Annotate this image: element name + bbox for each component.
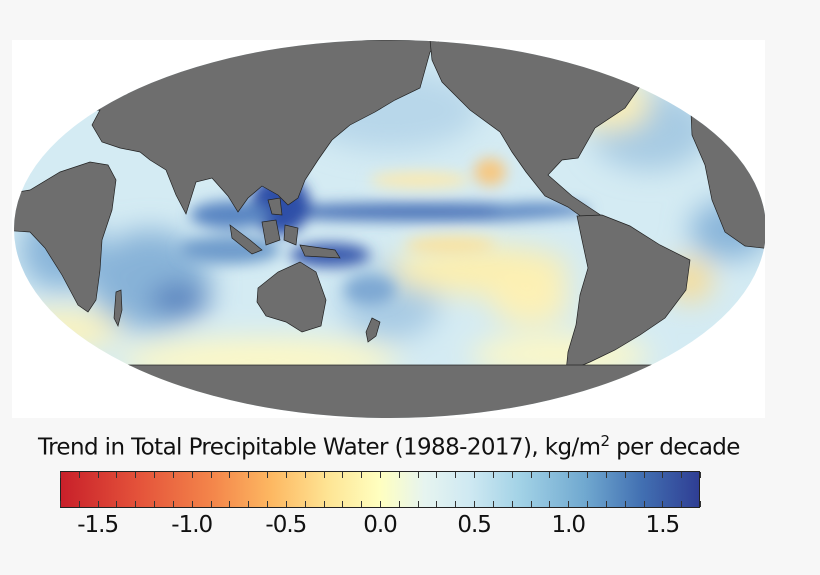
colorbar-minor-tick (681, 472, 683, 478)
title-text: Trend in Total Precipitable Water (1988-… (38, 434, 601, 461)
colorbar-minor-tick (191, 472, 193, 478)
colorbar-tick-label: 1.5 (645, 512, 681, 538)
colorbar-minor-tick (154, 472, 156, 478)
colorbar-tick-label: 0.0 (363, 512, 398, 538)
colorbar-minor-tick (361, 501, 363, 507)
colorbar-minor-tick (172, 501, 174, 507)
colorbar-minor-tick (60, 472, 61, 478)
colorbar-minor-tick (97, 472, 99, 478)
colorbar-minor-tick (116, 501, 118, 507)
colorbar-minor-tick (530, 472, 532, 478)
colorbar-minor-tick (342, 501, 344, 507)
colorbar-minor-tick (587, 501, 589, 507)
colorbar-minor-tick (436, 472, 438, 478)
colorbar-minor-tick (229, 472, 231, 478)
world-map (14, 40, 765, 418)
new-zealand (365, 317, 381, 343)
antarctica (14, 364, 765, 418)
colorbar-minor-tick (78, 501, 80, 507)
colorbar-minor-tick (248, 501, 250, 507)
colorbar-minor-tick (398, 472, 400, 478)
colorbar-minor-tick (587, 472, 589, 478)
colorbar-minor-tick (154, 501, 156, 507)
south-america (565, 214, 691, 373)
colorbar-minor-tick (643, 501, 645, 507)
title-suffix: per decade (609, 434, 740, 461)
madagascar (113, 289, 123, 328)
colorbar-minor-tick (436, 501, 438, 507)
colorbar-minor-tick (210, 501, 212, 507)
colorbar-title: Trend in Total Precipitable Water (1988-… (38, 432, 740, 461)
colorbar-minor-tick (455, 501, 457, 507)
colorbar-minor-tick (568, 472, 570, 478)
colorbar-minor-tick (624, 501, 626, 507)
colorbar-minor-tick (662, 472, 664, 478)
colorbar-minor-tick (248, 472, 250, 478)
colorbar-minor-tick (549, 472, 551, 478)
colorbar-minor-tick (97, 501, 99, 507)
colorbar-minor-tick (78, 472, 80, 478)
colorbar-minor-tick (285, 501, 287, 507)
colorbar-tick-label: -1.0 (171, 512, 213, 538)
colorbar-minor-tick (172, 472, 174, 478)
colorbar-minor-tick (191, 501, 193, 507)
colorbar-minor-tick (380, 472, 381, 478)
indonesia (229, 197, 341, 259)
north-america (429, 40, 701, 221)
colorbar-minor-tick (210, 472, 212, 478)
colorbar-tick-label: 1.0 (551, 512, 586, 538)
colorbar-minor-tick (530, 501, 532, 507)
colorbar-minor-tick (605, 501, 607, 507)
colorbar-minor-tick (304, 472, 306, 478)
colorbar-minor-tick (455, 472, 457, 478)
colorbar-minor-tick (700, 501, 701, 507)
colorbar-minor-tick (285, 472, 287, 478)
colorbar-minor-tick (417, 501, 419, 507)
colorbar-tick-label: -0.5 (265, 512, 307, 538)
colorbar-minor-tick (492, 472, 494, 478)
colorbar-minor-tick (624, 472, 626, 478)
colorbar-minor-tick (135, 472, 137, 478)
colorbar-minor-tick (643, 472, 645, 478)
colorbar-minor-tick (398, 501, 400, 507)
colorbar-minor-tick (304, 501, 306, 507)
greenland (619, 44, 721, 83)
colorbar-minor-tick (474, 501, 476, 507)
colorbar-minor-tick (492, 501, 494, 507)
colorbar-minor-tick (135, 501, 137, 507)
colorbar-minor-tick (267, 472, 269, 478)
colorbar-minor-tick (116, 472, 118, 478)
colorbar-minor-tick (681, 501, 683, 507)
colorbar-minor-tick (417, 472, 419, 478)
colorbar-tick-label: -1.5 (77, 512, 119, 538)
colorbar-minor-tick (568, 501, 570, 507)
colorbar-minor-tick (474, 472, 476, 478)
colorbar-minor-tick (60, 501, 61, 507)
colorbar-minor-tick (511, 472, 513, 478)
africa (14, 161, 117, 313)
colorbar-minor-tick (605, 472, 607, 478)
map-panel (12, 40, 765, 418)
colorbar-minor-tick (361, 472, 363, 478)
colorbar-minor-tick (700, 472, 701, 478)
colorbar-tick-label: 0.5 (457, 512, 492, 538)
title-superscript: 2 (600, 432, 610, 450)
australia (256, 261, 327, 333)
colorbar-minor-tick (267, 501, 269, 507)
colorbar-minor-tick (323, 472, 325, 478)
colorbar-minor-tick (511, 501, 513, 507)
colorbar-minor-tick (662, 501, 664, 507)
colorbar-minor-tick (342, 472, 344, 478)
colorbar-minor-tick (380, 501, 381, 507)
colorbar-minor-tick (323, 501, 325, 507)
colorbar-minor-tick (549, 501, 551, 507)
colorbar-minor-tick (229, 501, 231, 507)
